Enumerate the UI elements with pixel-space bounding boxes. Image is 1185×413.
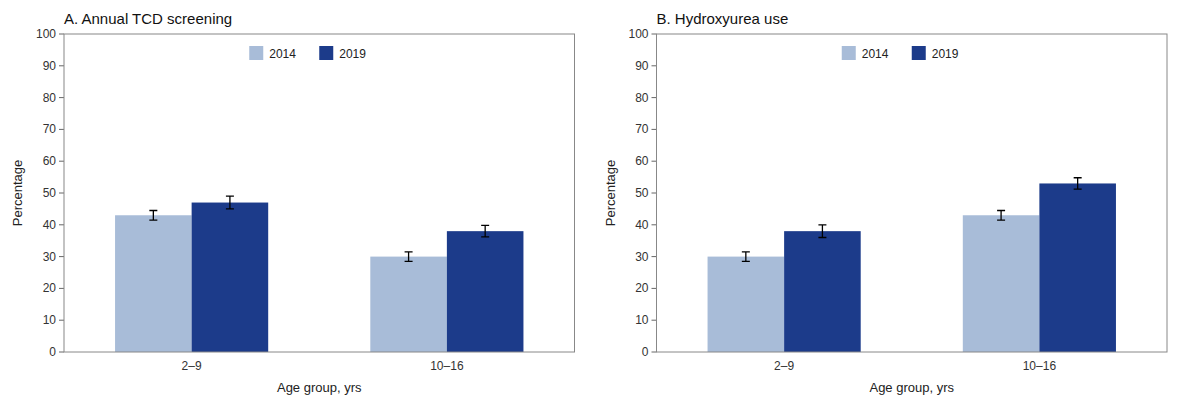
bar <box>1039 183 1116 352</box>
y-tick-label: 20 <box>635 281 649 295</box>
y-tick <box>59 352 64 353</box>
y-tick-label: 90 <box>635 59 649 73</box>
bar <box>963 215 1040 352</box>
y-tick-label: 40 <box>635 218 649 232</box>
y-tick-label: 50 <box>635 186 649 200</box>
error-bar <box>481 225 489 236</box>
plot-frame <box>657 34 1168 352</box>
x-tick-label: 2–9 <box>774 359 794 373</box>
bar <box>708 257 785 352</box>
y-tick-label: 50 <box>43 186 57 200</box>
error-bar <box>1074 178 1082 189</box>
error-bar <box>149 210 157 220</box>
y-tick <box>652 224 657 225</box>
error-bar <box>818 225 826 238</box>
plot-area <box>115 196 523 352</box>
y-tick <box>652 65 657 66</box>
x-axis-label: Age group, yrs <box>869 380 954 395</box>
x-axis-label: Age group, yrs <box>277 380 362 395</box>
error-bar <box>226 196 234 209</box>
x-tick-label: 10–16 <box>430 359 464 373</box>
y-tick-label: 80 <box>635 91 649 105</box>
y-tick <box>652 320 657 321</box>
y-tick-label: 90 <box>43 59 57 73</box>
legend-label: 2014 <box>862 47 889 61</box>
y-tick-label: 70 <box>635 122 649 136</box>
y-tick <box>652 256 657 257</box>
y-tick <box>59 320 64 321</box>
bar <box>192 203 269 352</box>
y-tick <box>59 256 64 257</box>
legend-swatch <box>842 46 856 60</box>
y-tick <box>652 352 657 353</box>
legend-label: 2014 <box>269 47 296 61</box>
legend: 2014 2019 <box>249 46 366 61</box>
y-tick-label: 10 <box>635 313 649 327</box>
legend: 2014 2019 <box>842 46 959 61</box>
y-tick <box>59 288 64 289</box>
y-tick <box>59 97 64 98</box>
y-tick <box>59 129 64 130</box>
bar <box>784 231 861 352</box>
y-tick-label: 100 <box>36 27 56 41</box>
y-tick <box>652 97 657 98</box>
legend-swatch <box>912 46 926 60</box>
y-tick <box>652 34 657 35</box>
y-tick <box>652 288 657 289</box>
title: B. Hydroxyurea use <box>657 10 789 27</box>
y-tick-label: 0 <box>642 345 649 359</box>
error-bar <box>405 252 413 262</box>
y-tick-label: 30 <box>43 250 57 264</box>
bar <box>115 215 192 352</box>
x-tick-label: 2–9 <box>182 359 202 373</box>
chart-svg: 01020304050607080901002–910–16Age group,… <box>0 0 1185 413</box>
y-tick <box>652 129 657 130</box>
y-tick-label: 80 <box>43 91 57 105</box>
y-tick <box>652 161 657 162</box>
x-tick-label: 10–16 <box>1023 359 1057 373</box>
plot-frame <box>64 34 575 352</box>
panel: 0 10 20 30 40 50 60 70 80 90 100 2–9 10–16 Age group,… <box>10 10 575 395</box>
bar <box>370 257 447 352</box>
y-tick-label: 60 <box>635 154 649 168</box>
y-axis-label: Percentage <box>10 160 25 227</box>
y-tick-label: 100 <box>628 27 648 41</box>
plot-area <box>708 178 1116 352</box>
y-axis-label: Percentage <box>603 160 618 227</box>
y-tick-label: 30 <box>635 250 649 264</box>
bar <box>447 231 524 352</box>
y-tick-label: 40 <box>43 218 57 232</box>
y-tick-label: 0 <box>49 345 56 359</box>
error-bar <box>997 210 1005 220</box>
legend-label: 2019 <box>339 47 366 61</box>
legend-label: 2019 <box>932 47 959 61</box>
y-tick <box>59 224 64 225</box>
y-tick <box>59 34 64 35</box>
y-tick <box>652 193 657 194</box>
panel: 0 10 20 30 40 50 60 70 80 90 100 2–9 10–16 Age group,… <box>603 10 1168 395</box>
y-tick-label: 20 <box>43 281 57 295</box>
y-tick-label: 70 <box>43 122 57 136</box>
y-tick-label: 10 <box>43 313 57 327</box>
y-tick <box>59 161 64 162</box>
error-bar <box>742 252 750 262</box>
y-tick <box>59 65 64 66</box>
title: A. Annual TCD screening <box>64 10 232 27</box>
legend-swatch <box>319 46 333 60</box>
y-tick-label: 60 <box>43 154 57 168</box>
legend-swatch <box>249 46 263 60</box>
y-tick <box>59 193 64 194</box>
